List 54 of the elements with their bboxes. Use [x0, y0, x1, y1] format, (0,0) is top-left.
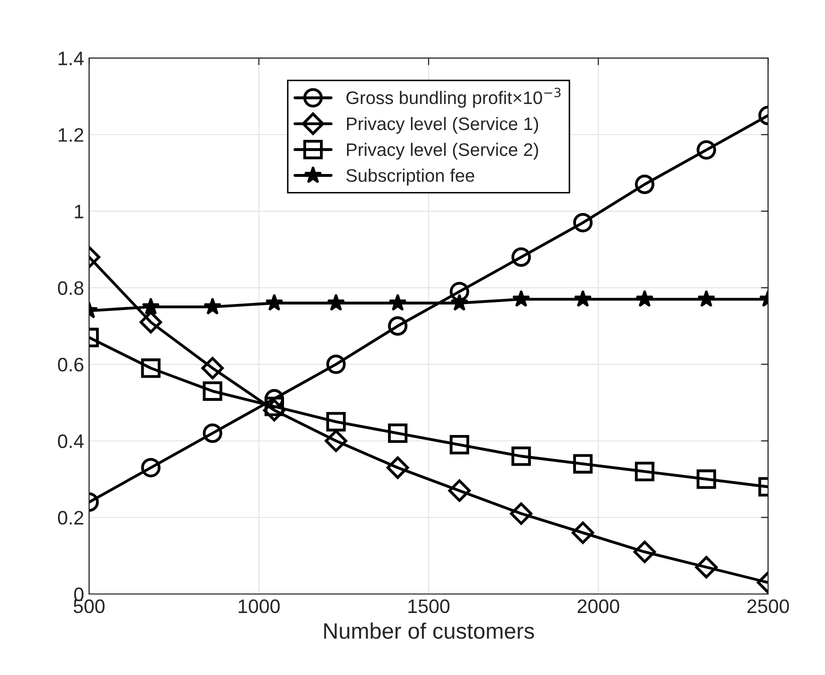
x-tick-label: 2500 — [747, 599, 789, 614]
y-tick-label: 1.2 — [58, 128, 84, 142]
point — [201, 356, 224, 380]
point — [450, 294, 468, 311]
point — [634, 462, 654, 482]
y-tick-label: 1.4 — [58, 52, 84, 66]
point — [327, 294, 345, 311]
point — [202, 423, 222, 443]
point — [326, 354, 346, 374]
y-tick-label: 1 — [74, 204, 84, 218]
y-tick-label: 0.6 — [58, 358, 84, 372]
point — [202, 381, 222, 401]
point — [696, 469, 716, 489]
point — [574, 290, 592, 308]
y-tick-label: 0.8 — [58, 281, 84, 295]
point — [388, 316, 408, 336]
point — [265, 294, 284, 311]
x-tick-label: 2000 — [578, 599, 620, 614]
point — [636, 290, 654, 308]
point — [324, 430, 348, 452]
point — [448, 479, 471, 502]
legend-label: Gross bundling profit×10$^{−3}$ — [346, 88, 561, 108]
point — [573, 454, 593, 474]
legend-label: Privacy level (Service 2) — [347, 142, 538, 160]
point — [511, 247, 531, 267]
point — [634, 174, 654, 194]
point — [696, 140, 716, 160]
point — [141, 358, 161, 378]
point — [695, 556, 718, 578]
x-tick-label: 1500 — [408, 599, 450, 614]
point — [572, 522, 594, 544]
point — [450, 282, 470, 302]
point — [511, 446, 531, 466]
point — [450, 434, 470, 454]
point — [633, 540, 656, 564]
legend-label: Privacy level (Service 1) — [347, 116, 538, 134]
x-tick-label: 1000 — [238, 599, 280, 614]
point — [140, 310, 162, 334]
point — [510, 502, 532, 525]
x-tick-label: 500 — [74, 599, 105, 614]
point — [386, 456, 409, 479]
point — [573, 212, 593, 232]
point — [141, 458, 161, 478]
point — [142, 298, 160, 315]
point — [388, 423, 408, 443]
point — [388, 294, 407, 311]
legend-label: Subscription fee — [346, 168, 474, 186]
point — [697, 290, 716, 308]
point — [326, 412, 346, 432]
x-axis-title: Number of customers — [324, 622, 534, 639]
y-tick-label: 0.4 — [58, 434, 84, 448]
y-tick-label: 0.2 — [58, 510, 84, 525]
point — [204, 298, 222, 315]
point — [512, 290, 530, 308]
